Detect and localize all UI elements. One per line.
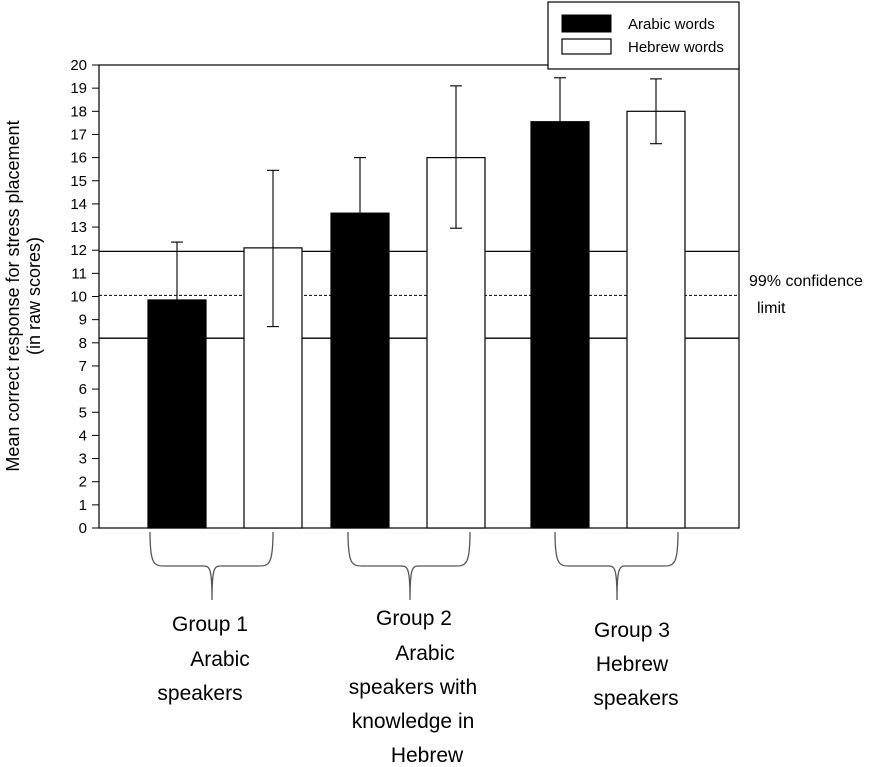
- y-tick-label-18: 18: [70, 103, 87, 120]
- legend: Arabic words Hebrew words: [547, 1, 740, 70]
- group-2-label-line-1: Group 2: [376, 607, 452, 630]
- y-tick-label-10: 10: [70, 289, 87, 306]
- legend-box: [547, 1, 740, 70]
- legend-swatch-hebrew-words: [561, 38, 612, 55]
- y-tick-label-11: 11: [71, 265, 87, 282]
- group-brace-3: [554, 531, 679, 601]
- y-tick-label-6: 6: [79, 381, 87, 398]
- y-tick-label-7: 7: [79, 358, 87, 375]
- group-3-label-line-3: speakers: [593, 687, 678, 710]
- y-tick-label-5: 5: [79, 404, 87, 421]
- group-2-label-line-2: Arabic: [395, 642, 455, 665]
- y-tick-label-3: 3: [79, 451, 87, 468]
- group-1-label-line-1: Group 1: [172, 613, 248, 636]
- confidence-limit-label-line1: 99% confidence: [749, 273, 863, 290]
- legend-swatch-arabic-words: [561, 14, 612, 33]
- group-3-label-line-2: Hebrew: [596, 653, 669, 676]
- group-3-label-line-1: Group 3: [594, 619, 670, 642]
- y-tick-label-15: 15: [70, 173, 87, 190]
- legend-label-hebrew-words: Hebrew words: [628, 39, 724, 56]
- confidence-limit-label-line2: limit: [757, 300, 786, 317]
- group-2-label-line-5: Hebrew: [391, 744, 464, 767]
- y-tick-label-16: 16: [70, 150, 87, 167]
- y-tick-label-9: 9: [79, 312, 87, 329]
- group-1-label-line-2: Arabic: [190, 648, 250, 671]
- y-axis-label-line1: Mean correct response for stress placeme…: [3, 120, 23, 471]
- y-tick-label-1: 1: [79, 497, 87, 514]
- group-2-label-line-4: knowledge in: [352, 710, 475, 733]
- group-brace-1: [149, 531, 274, 601]
- y-tick-label-12: 12: [70, 242, 87, 259]
- y-tick-label-13: 13: [70, 219, 87, 236]
- group-1-label-line-3: speakers: [157, 682, 242, 705]
- y-axis-label-line2: (in raw scores): [24, 237, 44, 355]
- y-tick-label-0: 0: [79, 520, 87, 537]
- bar-arabic-words-group-1: [147, 299, 207, 529]
- legend-label-arabic-words: Arabic words: [628, 16, 715, 33]
- y-tick-label-19: 19: [70, 80, 87, 97]
- bar-arabic-words-group-3: [530, 121, 590, 529]
- bar-hebrew-words-group-3: [626, 110, 686, 529]
- y-tick-label-8: 8: [79, 335, 87, 352]
- group-2-label-line-3: speakers with: [349, 676, 477, 699]
- group-brace-2: [347, 531, 471, 601]
- bar-arabic-words-group-2: [330, 212, 390, 529]
- y-tick-label-17: 17: [70, 126, 87, 143]
- y-tick-label-14: 14: [70, 196, 87, 213]
- group-labels: Group 1 Arabic speakers Group 2 Arabic speake…: [149, 531, 679, 767]
- y-tick-label-20: 20: [70, 57, 87, 74]
- y-tick-label-2: 2: [79, 474, 87, 491]
- chart-marks: [99, 77, 739, 529]
- y-tick-label-4: 4: [79, 427, 87, 444]
